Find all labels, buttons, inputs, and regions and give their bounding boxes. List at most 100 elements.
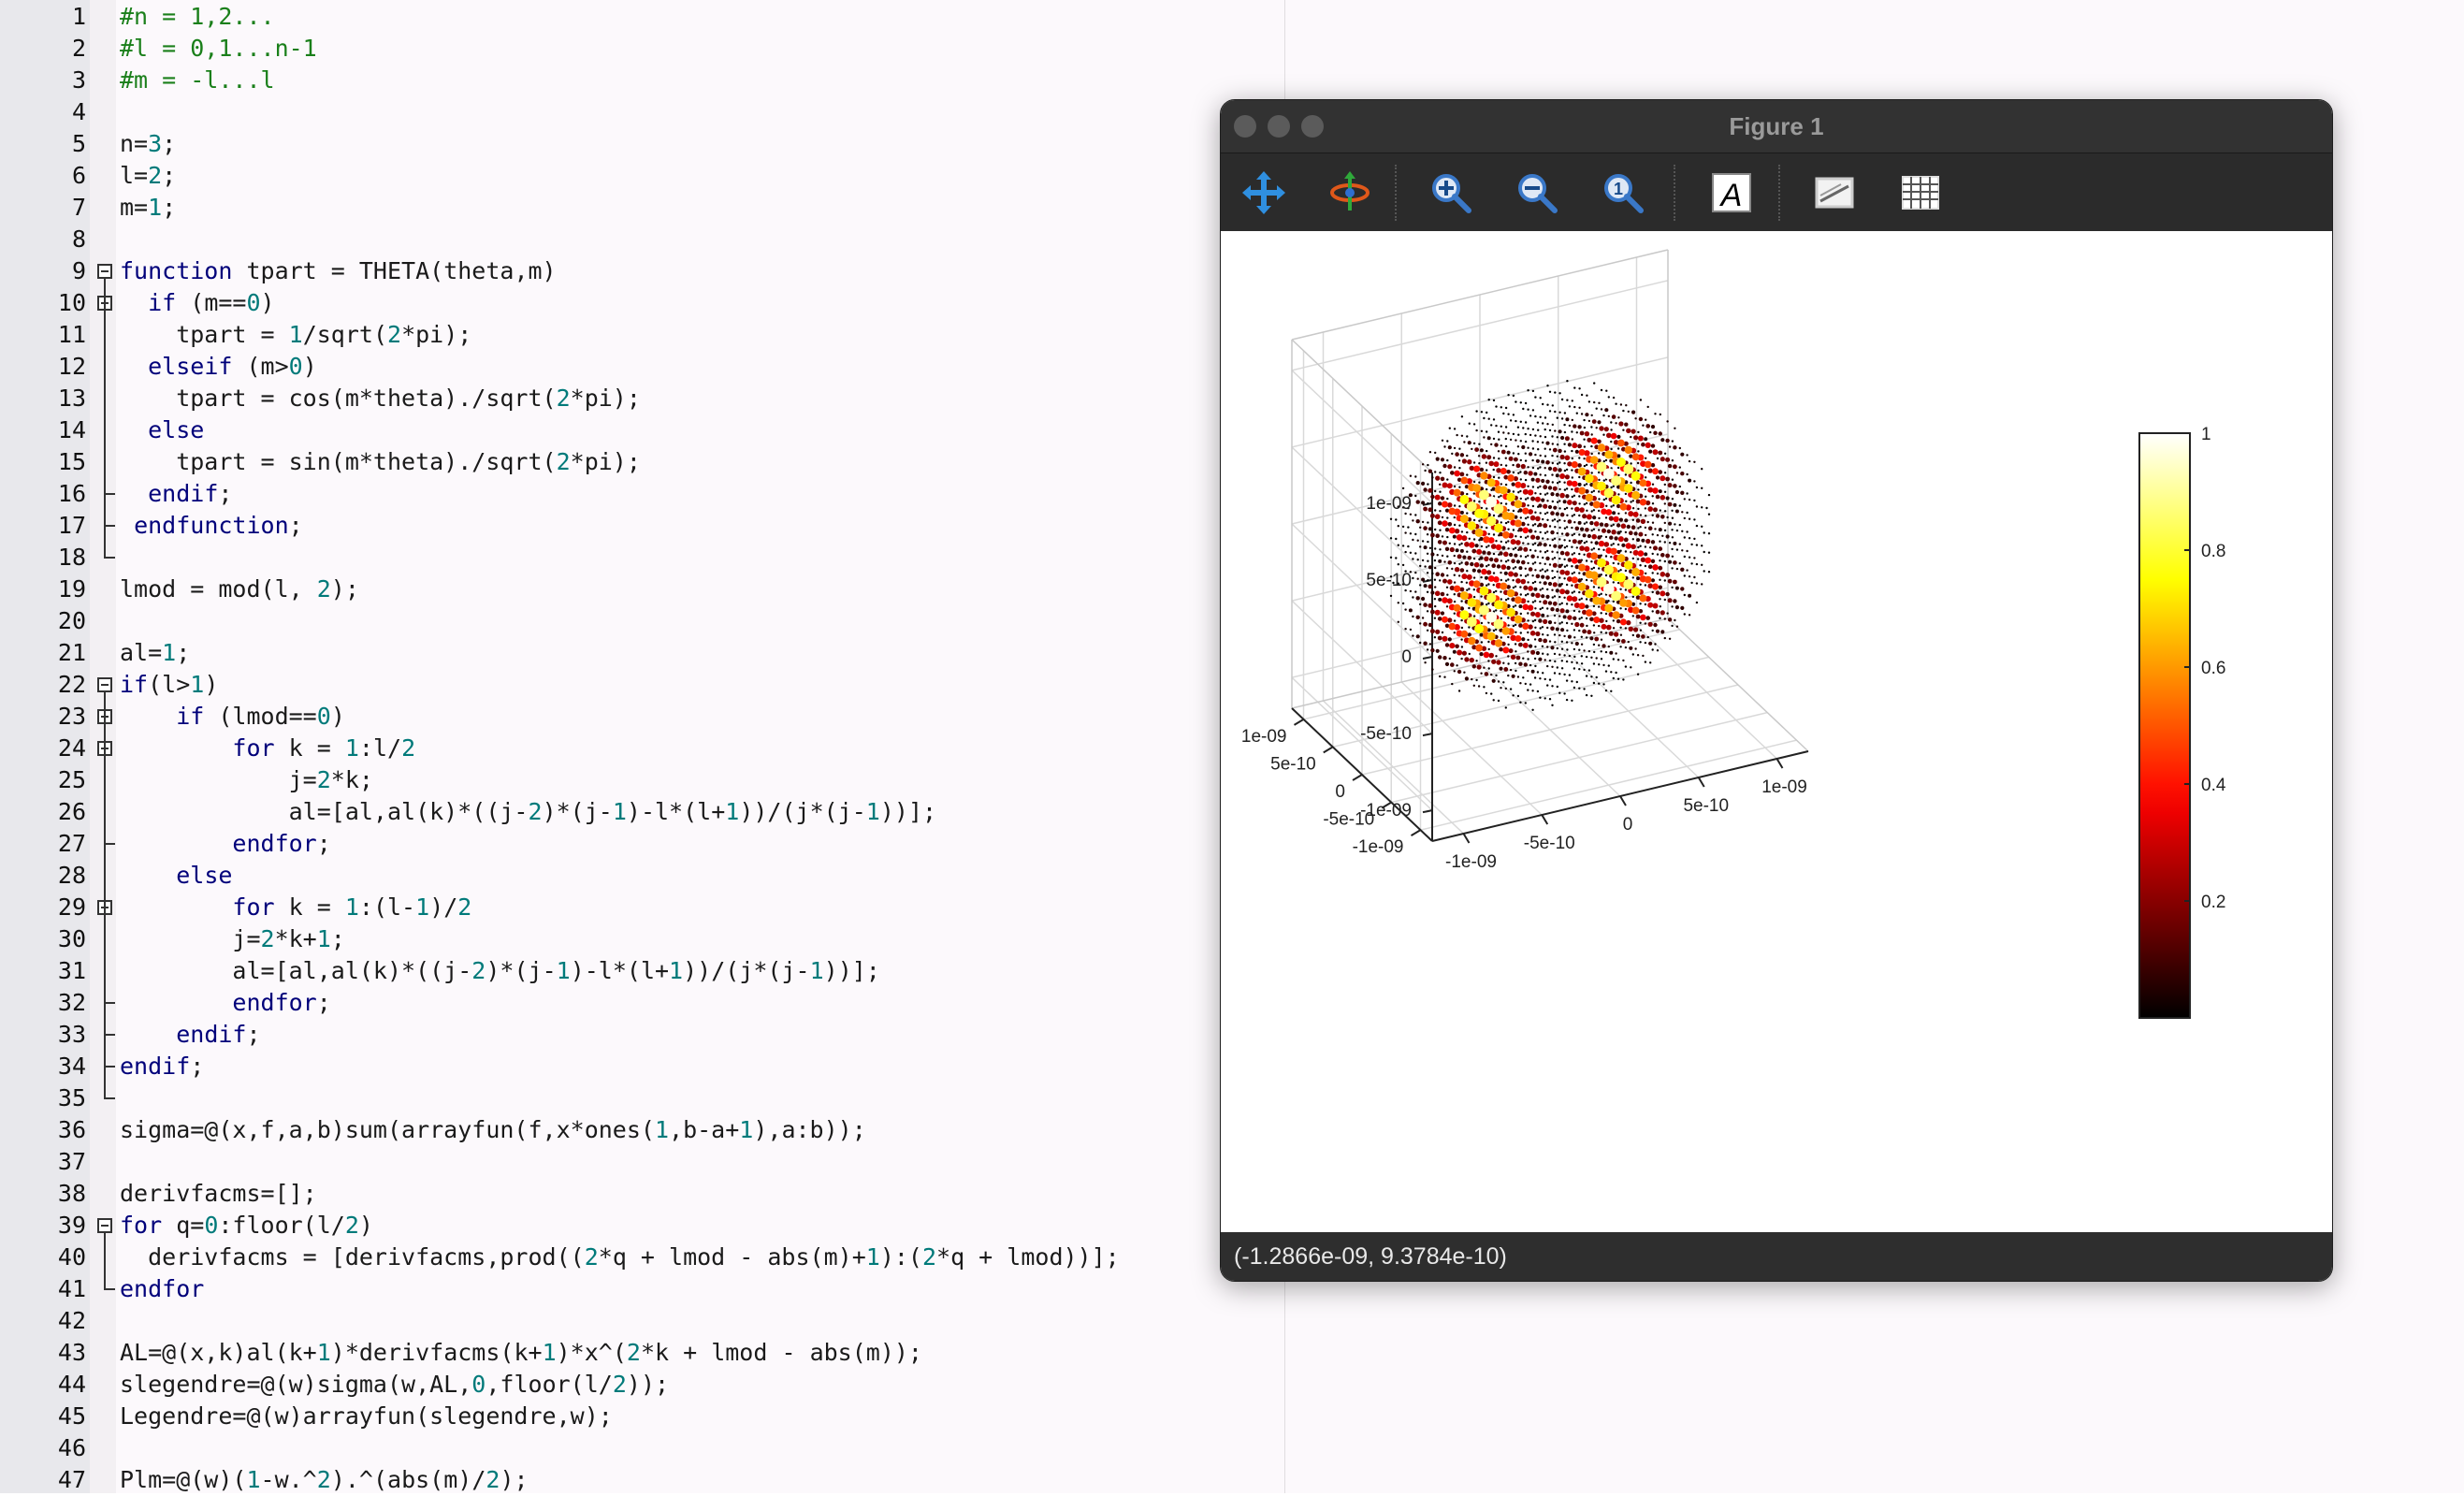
code-line[interactable]: tpart = sin(m*theta)./sqrt(2*pi); [120,448,641,475]
code-line[interactable]: endfor; [232,830,331,857]
code-line[interactable]: lmod = mod(l, 2); [120,575,359,603]
data-point [1516,445,1520,448]
code-line[interactable]: endfor; [232,989,331,1016]
code-line[interactable]: #l = 0,1...n-1 [120,35,317,62]
data-point [1495,405,1498,408]
code-line[interactable]: derivfacms=[]; [120,1180,317,1207]
data-point [1514,546,1517,549]
code-line[interactable]: l=2; [120,162,177,189]
code-line[interactable]: Plm=@(w)(1-w.^2).^(abs(m)/2); [120,1466,529,1493]
data-point [1558,392,1561,395]
code-line[interactable]: AL=@(x,k)al(k+1)*derivfacms(k+1)*x^(2*k … [120,1339,922,1366]
data-point [1658,470,1663,474]
code-line[interactable]: al=1; [120,639,191,666]
data-point [1426,572,1429,574]
axis-box-edge [1667,617,1809,752]
zoom-original-button[interactable]: 1 [1595,167,1651,219]
code-line[interactable]: #m = -l...l [120,66,275,94]
code-line[interactable]: al=[al,al(k)*((j-2)*(j-1)-l*(l+1))/(j*(j… [120,957,880,984]
data-point [1613,440,1619,445]
code-line[interactable]: sigma=@(x,f,a,b)sum(arrayfun(f,x*ones(1,… [120,1116,866,1143]
code-line[interactable]: n=3; [120,130,177,157]
code-line[interactable]: endfor [120,1275,205,1302]
data-point [1590,510,1593,513]
code-editor[interactable]: 1 2 3 4 5 6 7 8 9 10 11 12 13 14 15 16 17 18 19 20 21 22 23 24 2… [0,0,1285,1493]
code-line[interactable]: j=2*k+1; [120,925,345,952]
data-point [1415,519,1420,524]
scatter3d-plot[interactable]: -1e-09-1e-09-1e-09-5e-10-5e-10-5e-100005… [1221,231,2332,1233]
code-line[interactable]: else [176,862,233,889]
code-line[interactable]: tpart = 1/sqrt(2*pi); [120,321,472,348]
minimize-window-button[interactable] [1268,115,1290,138]
data-point [1527,604,1534,611]
data-point [1460,600,1463,603]
fold-toggle-button[interactable] [97,1218,112,1233]
data-point [1572,596,1578,603]
code-line[interactable]: m=1; [120,194,177,221]
plot-canvas[interactable]: -1e-09 -1e-09 -1e-09 -5e-10 -5e-10 -5e-10 0 0 0 5… [1221,231,2332,1233]
code-line[interactable]: endif; [176,1021,261,1048]
code-line[interactable]: if (m==0) [148,289,275,316]
data-point [1435,648,1440,653]
rotate-button[interactable] [1322,167,1378,219]
toggle-grid-button[interactable] [1892,167,1949,219]
code-line[interactable]: elseif (m>0) [148,353,317,380]
data-point [1546,423,1549,426]
code-line[interactable]: slegendre=@(w)sigma(w,AL,0,floor(l/2)); [120,1371,670,1398]
code-line[interactable]: if (lmod==0) [176,703,345,730]
code-line[interactable]: endif; [148,480,233,507]
fold-toggle-button[interactable] [97,677,112,692]
data-point [1539,607,1542,611]
code-line[interactable]: endfunction; [134,512,303,539]
code-line[interactable]: for k = 1:l/2 [232,734,416,762]
pan-button[interactable] [1236,167,1292,219]
data-point [1550,492,1555,497]
data-point [1451,567,1454,571]
data-point [1447,579,1453,585]
data-point [1515,650,1517,653]
figure-window[interactable]: Figure 1 [1220,99,2333,1282]
toggle-axes-button[interactable] [1806,167,1862,219]
figure-titlebar[interactable]: Figure 1 [1221,100,2332,153]
zoom-out-button[interactable] [1509,167,1565,219]
code-line[interactable]: for k = 1:(l-1)/2 [232,893,472,921]
line-number: 22 [57,671,86,698]
data-point [1583,553,1586,556]
insert-text-button[interactable]: A [1703,167,1760,219]
code-line[interactable]: for q=0:floor(l/2) [120,1212,373,1239]
data-point [1615,671,1617,675]
data-point [1434,471,1437,473]
maximize-window-button[interactable] [1301,115,1324,138]
code-line[interactable]: tpart = cos(m*theta)./sqrt(2*pi); [120,385,641,412]
code-line[interactable]: #n = 1,2... [120,3,275,30]
data-point [1502,681,1505,684]
data-point [1673,484,1677,488]
close-window-button[interactable] [1234,115,1256,138]
data-point [1498,496,1500,499]
data-point [1548,428,1552,432]
code-line[interactable]: Legendre=@(w)arrayfun(slegendre,w); [120,1402,613,1430]
code-line[interactable]: else [148,416,205,443]
code-line[interactable]: j=2*k; [120,766,373,793]
code-line[interactable]: derivfacms = [derivfacms,prod((2*q + lmo… [120,1243,1120,1271]
data-point [1598,605,1601,608]
data-point [1514,553,1518,558]
toolbar-separator [1674,165,1677,221]
code-line[interactable]: if(l>1) [120,671,219,698]
data-point [1583,458,1586,460]
data-point [1524,401,1528,405]
code-line[interactable]: endif; [120,1053,205,1080]
data-point [1652,564,1659,571]
data-point [1631,518,1634,521]
zoom-in-button[interactable] [1423,167,1479,219]
code-line[interactable]: function tpart = THETA(theta,m) [120,257,557,284]
data-point [1515,535,1517,538]
data-point [1665,553,1670,559]
data-point [1575,431,1578,434]
data-point [1486,611,1498,623]
code-line[interactable]: al=[al,al(k)*((j-2)*(j-1)-l*(l+1))/(j*(j… [120,798,937,825]
data-point [1631,595,1634,599]
fold-toggle-button[interactable] [97,264,112,279]
data-point [1522,427,1525,429]
data-point [1529,548,1532,552]
